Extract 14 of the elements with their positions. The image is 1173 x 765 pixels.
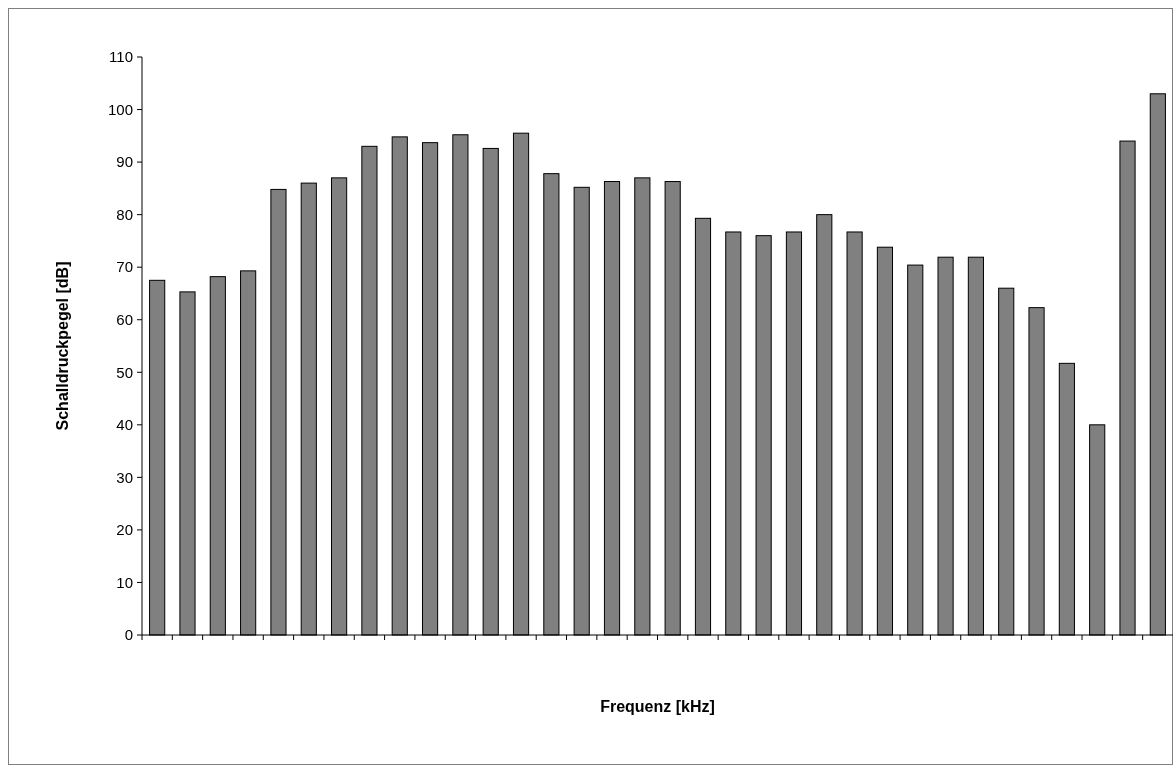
- y-tick-label: 60: [116, 310, 133, 328]
- y-axis-title: Schalldruckpegel [dB]: [54, 261, 71, 431]
- y-tick-label: 0: [124, 626, 133, 644]
- y-tick-label: 10: [116, 573, 133, 591]
- y-tick-label: 100: [107, 100, 133, 118]
- y-tick-label: 30: [116, 468, 133, 486]
- y-tick-label: 80: [116, 205, 133, 223]
- y-tick-label: 90: [116, 153, 133, 171]
- y-tick-label: 50: [116, 363, 133, 381]
- y-tick-label: 40: [116, 416, 133, 434]
- y-tick-label: 70: [116, 258, 133, 276]
- x-axis-title: Frequenz [kHz]: [600, 698, 715, 715]
- y-tick-label: 20: [116, 521, 133, 539]
- y-tick-label: 110: [109, 48, 133, 66]
